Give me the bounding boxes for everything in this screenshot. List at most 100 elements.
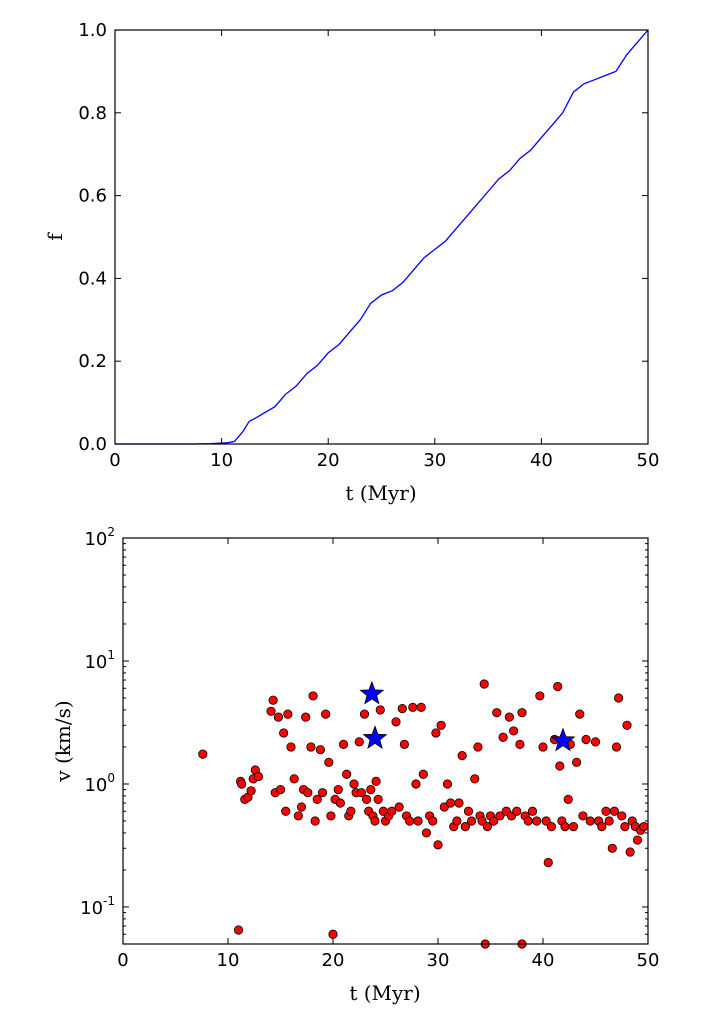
scatter-point	[535, 691, 545, 701]
scatter-point	[296, 802, 307, 812]
bottom-axis-ticks: 0 10 20 30 40 50 10-1 100 101 102	[80, 525, 659, 971]
velocity-scatter-chart: 0 10 20 30 40 50 10-1 100 101 102 t (Myr) v (km/s…	[51, 525, 659, 1005]
scatter-point	[470, 774, 480, 784]
scatter-point	[279, 728, 289, 738]
scatter-point	[632, 835, 643, 845]
scatter-point	[495, 811, 505, 821]
scatter-point	[620, 822, 630, 832]
scatter-point	[338, 739, 349, 749]
scatter-point	[308, 691, 318, 701]
scatter-point	[246, 786, 256, 796]
scatter-point	[408, 702, 418, 712]
scatter-point	[233, 925, 244, 935]
scatter-point	[416, 702, 426, 712]
scatter-point	[356, 788, 366, 798]
scatter-point	[198, 749, 208, 759]
top-x-axis-label: t (Myr)	[345, 481, 416, 505]
scatter-point	[346, 806, 356, 816]
scatter-point	[324, 757, 334, 767]
top-plot-frame	[114, 29, 649, 445]
scatter-point	[370, 816, 380, 826]
scatter-point	[373, 794, 383, 804]
scatter-point	[268, 695, 278, 705]
scatter-point	[433, 840, 443, 850]
scatter-point	[361, 794, 372, 804]
scatter-point	[335, 798, 345, 808]
scatter-point	[504, 712, 514, 722]
scatter-point	[477, 816, 487, 826]
x-tick-label: 50	[637, 450, 660, 471]
scatter-point	[266, 706, 276, 716]
scatter-point	[442, 779, 453, 789]
scatter-point	[581, 734, 591, 745]
y-tick-label: 101	[84, 648, 115, 673]
scatter-point	[517, 708, 527, 718]
scatter-point	[613, 693, 624, 703]
x-tick-label: 30	[423, 450, 446, 471]
scatter-point	[578, 811, 588, 821]
scatter-point	[354, 737, 364, 747]
scatter-point	[333, 785, 343, 795]
scatter-star-point	[359, 680, 385, 705]
top-y-axis-label: f	[43, 232, 67, 241]
scatter-point	[375, 705, 385, 715]
scatter-point	[617, 811, 627, 821]
scatter-point	[492, 708, 502, 718]
scatter-point	[607, 843, 617, 853]
y-tick-label: 0.6	[78, 186, 107, 207]
scatter-point	[328, 929, 338, 939]
scatter-point	[303, 788, 313, 798]
bottom-plot-frame	[122, 537, 649, 945]
scatter-point	[399, 739, 409, 749]
scatter-point	[283, 709, 293, 719]
scatter-point	[575, 709, 585, 719]
scatter-point	[553, 681, 563, 692]
scatter-point	[431, 728, 441, 738]
scatter-point	[479, 679, 489, 689]
scatter-point	[289, 774, 299, 784]
line-series-layer	[115, 29, 649, 445]
scatter-point	[532, 816, 542, 826]
x-tick-label: 30	[427, 950, 450, 971]
y-tick-label: 1.0	[78, 20, 107, 41]
cumulative-fraction-line	[115, 29, 649, 445]
x-tick-label: 0	[117, 950, 128, 971]
scatter-point	[321, 709, 331, 719]
y-tick-label: 0.8	[78, 103, 107, 124]
scatter-point	[611, 742, 622, 752]
scatter-point	[609, 806, 620, 816]
x-tick-label: 20	[322, 950, 345, 971]
y-tick-label: 0.4	[78, 268, 107, 289]
scatter-point	[555, 761, 565, 771]
top-axis-ticks: 0 10 20 30 40 50 0.0 0.2 0.4 0.6 0.8 1.0	[78, 20, 659, 471]
scatter-point	[590, 737, 601, 747]
scatter-point	[366, 785, 376, 795]
scatter-point	[306, 742, 316, 752]
x-tick-label: 10	[217, 950, 240, 971]
x-tick-label: 40	[530, 450, 553, 471]
scatter-point	[571, 757, 582, 767]
scatter-star-point	[550, 727, 576, 752]
scatter-point	[527, 806, 538, 816]
scatter-point	[541, 816, 551, 826]
scatter-point	[317, 788, 328, 798]
scatter-point	[489, 816, 499, 826]
scatter-point	[301, 712, 311, 722]
scatter-point	[523, 816, 533, 826]
scatter-point	[601, 806, 611, 816]
scatter-point	[466, 816, 477, 826]
scatter-point	[457, 751, 467, 761]
scatter-point	[512, 806, 522, 816]
y-tick-label: 102	[84, 525, 115, 550]
scatter-point	[452, 816, 462, 826]
scatter-point	[310, 816, 320, 826]
scatter-point	[349, 779, 359, 789]
x-tick-label: 40	[532, 950, 555, 971]
x-tick-label: 50	[637, 950, 660, 971]
scatter-point	[585, 816, 595, 826]
x-tick-label: 0	[109, 450, 120, 471]
scatter-point	[563, 794, 573, 804]
scatter-point	[546, 822, 557, 832]
scatter-point	[463, 806, 474, 816]
